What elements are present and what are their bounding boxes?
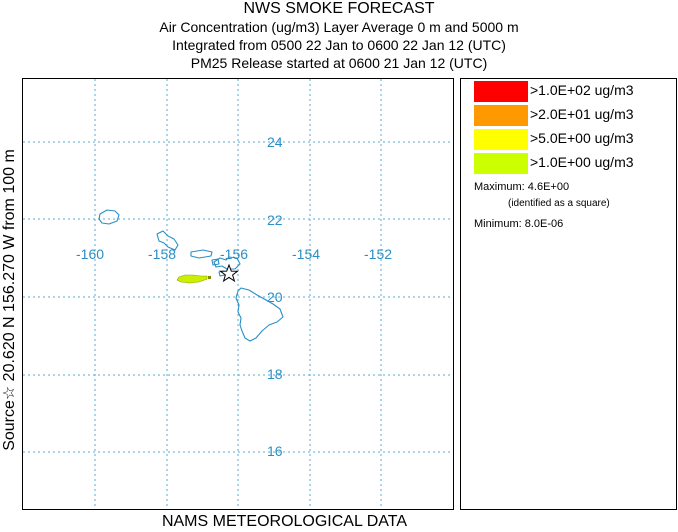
lat-label: 24 xyxy=(267,134,283,150)
legend-swatch xyxy=(474,129,528,150)
concentration-description: Air Concentration (ug/m3) Layer Average … xyxy=(159,19,519,35)
maui-island xyxy=(213,256,241,270)
legend-swatch xyxy=(474,81,528,102)
legend-label: >2.0E+01 ug/m3 xyxy=(530,106,634,122)
integration-period: Integrated from 0500 22 Jan to 0600 22 J… xyxy=(172,37,506,53)
graticule xyxy=(23,79,453,509)
minimum-value: Minimum: 8.0E-06 xyxy=(474,218,564,230)
smoke-plume xyxy=(176,274,208,284)
lat-label: 20 xyxy=(267,289,283,305)
legend-label: >5.0E+00 ug/m3 xyxy=(530,130,634,146)
lon-label: -158 xyxy=(148,246,176,262)
legend-swatch xyxy=(474,153,528,174)
legend-label: >1.0E+00 ug/m3 xyxy=(530,154,634,170)
coastlines xyxy=(98,209,284,342)
legend-label: >1.0E+02 ug/m3 xyxy=(530,82,634,98)
kauai-island xyxy=(98,209,120,225)
legend-item: >1.0E+02 ug/m3 xyxy=(474,81,674,102)
lon-label: -152 xyxy=(364,246,392,262)
map-panel: -160 -158 -156 -154 -152 24 22 20 18 16 xyxy=(22,78,454,510)
maximum-value: Maximum: 4.6E+00 xyxy=(474,181,570,193)
source-star-icon xyxy=(219,263,239,283)
legend-item: >2.0E+01 ug/m3 xyxy=(474,105,674,126)
lat-label: 18 xyxy=(267,366,283,382)
source-location-label: Source☆ 20.620 N 156.270 W from 100 m xyxy=(1,149,18,451)
legend-item: >5.0E+00 ug/m3 xyxy=(474,129,674,150)
release-start: PM25 Release started at 0600 21 Jan 12 (… xyxy=(190,55,488,71)
lon-label: -160 xyxy=(76,246,104,262)
lon-label: -154 xyxy=(292,246,320,262)
hawaii-big-island xyxy=(235,287,284,342)
lon-label: -156 xyxy=(220,246,248,262)
maximum-square-marker xyxy=(208,276,211,279)
legend-item: >1.0E+00 ug/m3 xyxy=(474,153,674,174)
lat-label: 22 xyxy=(267,212,283,228)
meteorological-data-label: NAMS METEOROLOGICAL DATA xyxy=(161,513,408,530)
map-canvas: -160 -158 -156 -154 -152 24 22 20 18 16 xyxy=(23,79,453,509)
legend-panel: >1.0E+02 ug/m3 >2.0E+01 ug/m3 >5.0E+00 u… xyxy=(460,78,677,510)
maximum-note: (identified as a square) xyxy=(508,198,610,209)
molokai-island xyxy=(190,249,213,259)
lat-label: 16 xyxy=(267,443,283,459)
oahu-island xyxy=(156,230,179,251)
lanai-island xyxy=(211,258,220,266)
forecast-title: NWS SMOKE FORECAST xyxy=(243,0,435,17)
legend-swatch xyxy=(474,105,528,126)
